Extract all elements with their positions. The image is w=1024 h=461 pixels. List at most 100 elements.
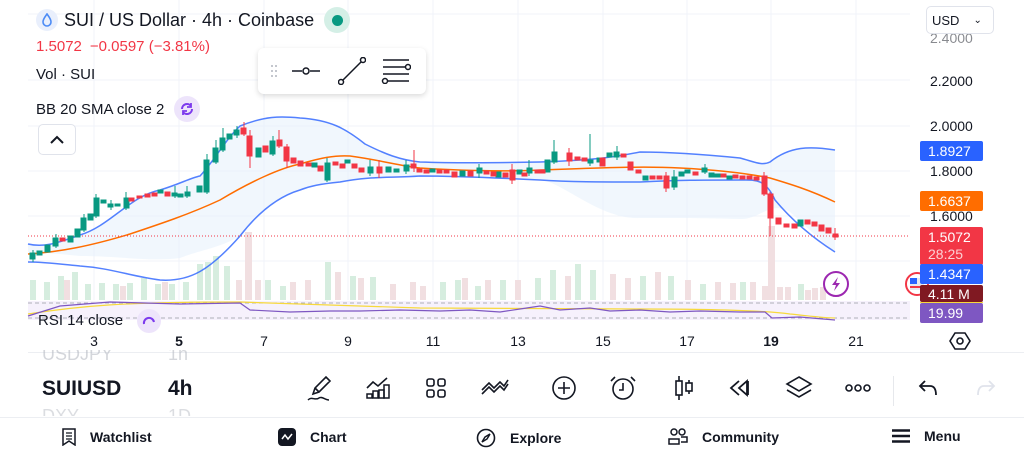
- rsi-line: [27, 301, 836, 321]
- drawing-tools-button[interactable]: [302, 368, 338, 408]
- plus-circle-icon: [552, 376, 576, 400]
- time-axis-label: 9: [344, 333, 352, 349]
- alarm-clock-icon: [610, 376, 636, 400]
- bar-countdown: 28:25: [928, 246, 964, 262]
- time-axis-label: 11: [425, 333, 441, 349]
- redo-button[interactable]: [968, 368, 1004, 408]
- nav-community-label: Community: [702, 429, 779, 445]
- rsi-ma-line: [27, 301, 836, 319]
- bb-lower-tag: 1.4347: [920, 264, 983, 284]
- undo-icon: [918, 380, 937, 396]
- trend-line-tool-icon[interactable]: [330, 56, 374, 86]
- last-price-value: 1.5072: [928, 229, 971, 245]
- nav-menu[interactable]: Menu: [892, 428, 961, 444]
- last-price: 1.5072: [36, 38, 82, 55]
- price-axis-label: 2.2000: [930, 73, 973, 89]
- rsi-legend[interactable]: RSI 14 close: [38, 312, 124, 329]
- watchlist-icon: [62, 428, 76, 446]
- price-axis-label: 1.8000: [930, 163, 973, 179]
- candles: [29, 122, 839, 262]
- indicators-icon: [366, 377, 390, 399]
- picker-symbol: DXY: [42, 406, 80, 416]
- price-axis-label: 1.6000: [930, 208, 973, 224]
- drag-handle-icon[interactable]: [266, 56, 282, 86]
- nav-menu-label: Menu: [924, 428, 961, 444]
- rsi-loading-icon: [137, 309, 161, 333]
- alert-button[interactable]: [605, 368, 641, 408]
- parallel-channel-tool-icon[interactable]: [374, 56, 418, 86]
- chevron-down-icon: ⌄: [973, 14, 982, 26]
- chart-settings-icon[interactable]: [949, 331, 971, 356]
- community-icon: [668, 428, 688, 446]
- bollinger-basis: [27, 155, 836, 255]
- horizontal-line-tool-icon[interactable]: [282, 56, 330, 86]
- collapse-legend-button[interactable]: [38, 124, 76, 155]
- menu-icon: [892, 429, 910, 443]
- sui-logo-icon: [36, 9, 58, 31]
- lightning-icon: [823, 271, 849, 297]
- loading-sync-icon: [174, 96, 201, 122]
- rsi-ma-marker: [920, 302, 983, 303]
- symbol-title[interactable]: SUI / US Dollar · 4h · Coinbase: [64, 9, 315, 30]
- price-axis-label: 2.4000: [930, 30, 973, 46]
- layers-icon: [785, 376, 813, 398]
- add-button[interactable]: [546, 368, 582, 408]
- chart-toolbar: [300, 368, 1024, 408]
- bollinger-legend[interactable]: BB 20 SMA close 2: [36, 96, 350, 122]
- time-axis-label: 7: [260, 333, 268, 349]
- market-status-indicator[interactable]: [324, 7, 351, 33]
- price-change: −0.0597 (−3.81%): [89, 38, 210, 55]
- object-tree-button[interactable]: [781, 368, 817, 408]
- picker-row-prev[interactable]: USDJPY 1h: [42, 350, 188, 365]
- currency-selector[interactable]: USD ⌄: [926, 6, 994, 34]
- time-axis-label: 15: [595, 333, 611, 349]
- compass-icon: [476, 428, 496, 448]
- picker-symbol: USDJPY: [42, 350, 114, 364]
- time-axis-label: 5: [175, 333, 183, 349]
- replay-button[interactable]: [722, 368, 758, 408]
- nav-chart[interactable]: Chart: [278, 428, 347, 446]
- layouts-button[interactable]: [418, 368, 454, 408]
- rewind-icon: [729, 379, 749, 397]
- currency-value: USD: [932, 12, 960, 28]
- more-button[interactable]: [840, 368, 876, 408]
- nav-explore[interactable]: Explore: [476, 428, 561, 448]
- bottom-navigation: Watchlist Chart Explore Community Menu: [0, 417, 1024, 461]
- indicators-button[interactable]: [360, 368, 396, 408]
- symbol-interval-picker[interactable]: USDJPY 1h SUIUSD 4h DXY 1D: [40, 350, 240, 416]
- time-axis-label: 3: [90, 333, 98, 349]
- time-axis-label: 21: [848, 333, 864, 349]
- time-axis-label: 19: [763, 333, 779, 349]
- rsi-tag: 19.99: [920, 303, 983, 323]
- chart-pane[interactable]: 2.4000 2.2000 2.0000 1.8000 1.6000 1.892…: [0, 0, 1024, 333]
- volume-legend[interactable]: Vol · SUI: [36, 66, 96, 83]
- compare-button[interactable]: [477, 368, 513, 408]
- chart-legend: SUI / US Dollar · 4h · Coinbase 1.5072 −0…: [36, 7, 351, 122]
- time-axis-label: 13: [510, 333, 526, 349]
- chart-icon: [278, 428, 296, 446]
- bb-upper-tag: 1.8927: [920, 141, 983, 161]
- divider: [28, 352, 1024, 353]
- nav-explore-label: Explore: [510, 430, 562, 446]
- nav-community[interactable]: Community: [668, 428, 779, 446]
- picker-row-next[interactable]: DXY 1D: [42, 406, 191, 416]
- price-chart[interactable]: [0, 0, 1024, 330]
- bollinger-fill: [28, 116, 835, 260]
- price-change-row: 1.5072 −0.0597 (−3.81%): [36, 38, 350, 56]
- price-axis-label: 2.0000: [930, 118, 973, 134]
- time-axis[interactable]: 3 5 7 9 11 13 15 17 19 21: [0, 330, 1024, 352]
- redo-icon: [977, 380, 996, 396]
- pencil-icon: [307, 375, 332, 401]
- picker-interval: 1D: [168, 406, 192, 416]
- volume-tag: 4.11 M: [920, 285, 983, 302]
- floating-drawing-toolbar[interactable]: [258, 48, 426, 94]
- chart-type-button[interactable]: [666, 368, 702, 408]
- picker-symbol: SUIUSD: [42, 377, 122, 400]
- market-open-dot: [331, 14, 343, 26]
- nav-watchlist[interactable]: Watchlist: [62, 428, 152, 446]
- compare-icon: [481, 379, 509, 395]
- undo-button[interactable]: [910, 368, 946, 408]
- bb-basis-tag: 1.6637: [920, 191, 983, 211]
- grid-icon: [426, 378, 446, 398]
- picker-row-current[interactable]: SUIUSD 4h: [42, 377, 193, 401]
